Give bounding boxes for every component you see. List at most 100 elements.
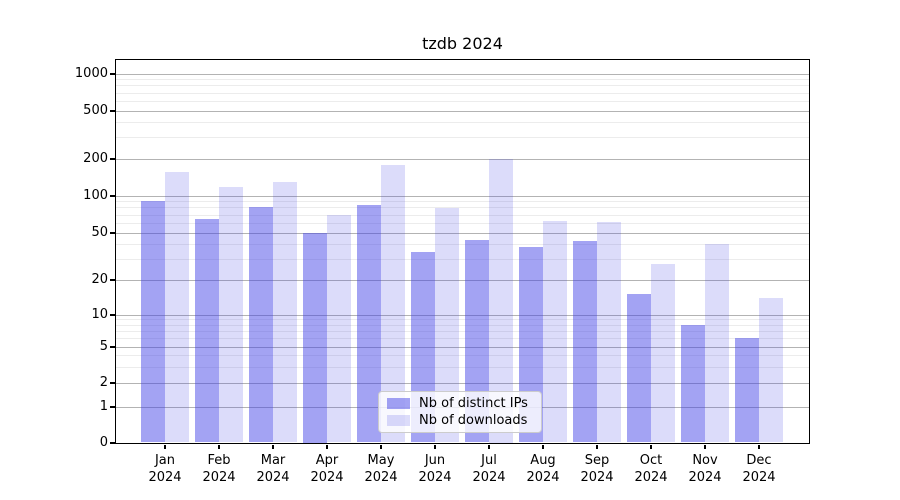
legend-swatch-distinct-ips	[387, 398, 410, 409]
gridline-major	[115, 110, 809, 112]
y-tick-label: 0	[99, 435, 108, 450]
y-tick-label: 10	[91, 307, 108, 322]
x-tick-label: Jun 2024	[408, 452, 462, 486]
bar-distinct-ips-oct	[626, 294, 651, 443]
bar-distinct-ips-sep	[572, 241, 597, 443]
bar-distinct-ips-nov	[680, 324, 705, 443]
y-tick-label: 500	[83, 103, 108, 118]
y-tick-mark	[110, 382, 115, 384]
y-tick-mark	[110, 195, 115, 197]
bar-downloads-dec	[758, 297, 783, 443]
gridline-minor	[115, 79, 809, 81]
x-tick-mark	[758, 444, 760, 449]
gridline-minor	[115, 330, 809, 332]
gridline-major	[115, 195, 809, 197]
gridline-minor	[115, 222, 809, 224]
y-tick-label: 5	[99, 339, 108, 354]
gridline-major	[115, 314, 809, 316]
y-tick-label: 1	[99, 399, 108, 414]
y-tick-mark	[110, 442, 115, 444]
x-tick-mark	[542, 444, 544, 449]
x-tick-year: 2024	[148, 470, 182, 485]
legend-item-downloads: Nb of downloads	[385, 413, 535, 428]
bar-downloads-jan	[164, 172, 189, 443]
y-tick-mark	[110, 279, 115, 281]
gridline-minor	[115, 100, 809, 102]
x-tick-month: Jun	[424, 453, 446, 468]
x-tick-month: Jul	[481, 453, 497, 468]
y-tick-mark	[110, 73, 115, 75]
y-tick-label: 20	[91, 272, 108, 287]
x-tick-label: Jan 2024	[138, 452, 192, 486]
x-tick-month: Apr	[315, 453, 339, 468]
x-tick-month: Jan	[154, 453, 176, 468]
x-tick-year: 2024	[526, 470, 560, 485]
gridline-minor	[115, 207, 809, 209]
gridline-minor	[115, 214, 809, 216]
x-tick-label: Aug 2024	[516, 452, 570, 486]
x-tick-month: Nov	[692, 453, 718, 468]
x-tick-month: Mar	[260, 453, 286, 468]
x-tick-mark	[218, 444, 220, 449]
bar-downloads-sep	[596, 221, 621, 443]
legend: Nb of distinct IPs Nb of downloads	[378, 391, 542, 433]
legend-swatch-downloads	[387, 415, 410, 426]
bar-downloads-oct	[650, 264, 675, 443]
y-tick-mark	[110, 346, 115, 348]
x-tick-mark	[164, 444, 166, 449]
bar-downloads-feb	[218, 186, 243, 443]
x-tick-year: 2024	[256, 470, 290, 485]
x-tick-label: Feb 2024	[192, 452, 246, 486]
bar-distinct-ips-jan	[140, 201, 165, 443]
bar-downloads-nov	[704, 243, 729, 443]
gridline-minor	[115, 243, 809, 245]
gridline-minor	[115, 355, 809, 357]
x-tick-month: Oct	[639, 453, 663, 468]
y-tick-label: 50	[91, 225, 108, 240]
x-tick-label: May 2024	[354, 452, 408, 486]
y-tick-label: 100	[83, 188, 108, 203]
x-tick-label: Sep 2024	[570, 452, 624, 486]
bar-downloads-aug	[542, 221, 567, 443]
gridline-minor	[115, 137, 809, 139]
plot-area	[114, 58, 810, 444]
legend-label-distinct-ips: Nb of distinct IPs	[419, 396, 528, 411]
gridline-minor	[115, 366, 809, 368]
x-tick-mark	[326, 444, 328, 449]
x-tick-month: Sep	[584, 453, 610, 468]
x-tick-year: 2024	[688, 470, 722, 485]
gridline-major	[115, 73, 809, 75]
gridline-minor	[115, 319, 809, 321]
x-tick-mark	[434, 444, 436, 449]
x-tick-mark	[650, 444, 652, 449]
y-tick-label: 200	[83, 151, 108, 166]
x-tick-month: May	[367, 453, 395, 468]
gridline-minor	[115, 324, 809, 326]
gridline-major	[115, 346, 809, 348]
bar-distinct-ips-may	[356, 205, 381, 443]
gridline-major	[115, 158, 809, 160]
x-tick-label: Oct 2024	[624, 452, 678, 486]
x-tick-year: 2024	[472, 470, 506, 485]
x-tick-mark	[380, 444, 382, 449]
x-tick-year: 2024	[364, 470, 398, 485]
x-tick-year: 2024	[634, 470, 668, 485]
x-tick-year: 2024	[418, 470, 452, 485]
x-tick-mark	[704, 444, 706, 449]
gridline-minor	[115, 85, 809, 87]
x-tick-year: 2024	[580, 470, 614, 485]
x-tick-label: Nov 2024	[678, 452, 732, 486]
bar-downloads-mar	[272, 182, 297, 443]
y-tick-label: 2	[99, 375, 108, 390]
y-tick-mark	[110, 406, 115, 408]
y-tick-mark	[110, 232, 115, 234]
x-tick-year: 2024	[310, 470, 344, 485]
chart-title: tzdb 2024	[422, 34, 503, 53]
x-tick-mark	[488, 444, 490, 449]
bar-distinct-ips-dec	[734, 338, 759, 443]
gridline-major	[115, 232, 809, 234]
x-tick-month: Feb	[207, 453, 231, 468]
x-tick-mark	[596, 444, 598, 449]
gridline-minor	[115, 201, 809, 203]
bar-distinct-ips-feb	[194, 219, 219, 443]
